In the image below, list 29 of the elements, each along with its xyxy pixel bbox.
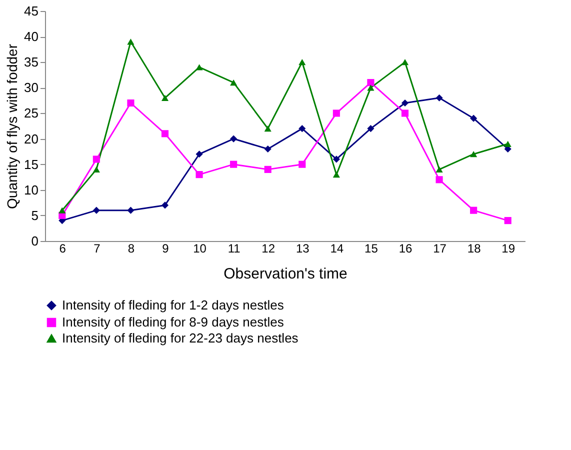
y-tick-label: 35: [24, 54, 38, 70]
y-tick-label: 20: [24, 131, 38, 146]
y-tick-label: 0: [31, 234, 38, 248]
x-tick-label: 7: [94, 242, 101, 256]
x-tick-label: 10: [193, 242, 207, 256]
x-tick-label: 11: [228, 242, 241, 256]
legend-label: Intensity of fleding for 22-23 days nestles: [62, 330, 299, 346]
x-tick-label: 6: [59, 242, 66, 256]
x-tick-label: 14: [330, 242, 344, 256]
x-tick-label: 9: [162, 242, 170, 256]
x-tick-label: 8: [128, 242, 135, 256]
x-tick-label: 15: [364, 242, 378, 256]
y-axis-title: Quantity of flys with fodder: [4, 44, 20, 209]
x-tick-label: 13: [296, 242, 310, 256]
y-tick-label: 5: [31, 208, 38, 223]
y-tick-label: 40: [24, 29, 38, 44]
x-tick-label: 19: [502, 242, 516, 256]
x-tick-label: 18: [467, 242, 482, 256]
x-tick-label: 17: [433, 242, 447, 256]
y-tick-label: 45: [24, 4, 38, 18]
legend-label: Intensity of fleding for 1-2 days nestles: [62, 298, 284, 312]
y-tick-label: 10: [24, 182, 38, 198]
y-tick-label: 25: [24, 106, 38, 121]
x-axis-title: Observation's time: [224, 266, 348, 282]
legend-label: Intensity of fleding for 8-9 days nestles: [62, 314, 284, 330]
y-tick-label: 30: [24, 80, 38, 96]
x-tick-label: 12: [262, 242, 276, 256]
x-tick-label: 16: [398, 242, 412, 256]
y-tick-label: 15: [24, 156, 38, 172]
